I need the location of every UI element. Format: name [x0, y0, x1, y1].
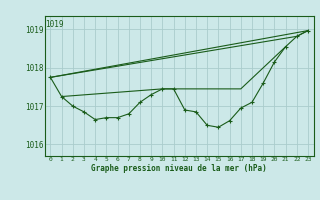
X-axis label: Graphe pression niveau de la mer (hPa): Graphe pression niveau de la mer (hPa)	[91, 164, 267, 173]
Text: 1019: 1019	[45, 20, 63, 29]
